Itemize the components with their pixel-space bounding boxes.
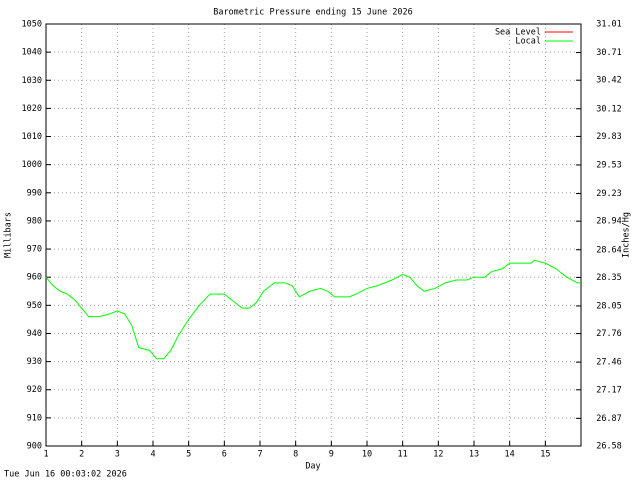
y2-tick-label: 27.46 <box>596 358 622 368</box>
y-tick-label: 1040 <box>22 48 42 58</box>
y2-tick-label: 28.94 <box>596 217 622 227</box>
x-tick-label: 7 <box>257 450 262 460</box>
y2-tick-label: 27.76 <box>596 329 622 339</box>
legend-label: Sea Level <box>495 28 541 38</box>
y-tick-label: 940 <box>27 329 42 339</box>
y-tick-label: 990 <box>27 188 42 198</box>
x-tick-label: 5 <box>186 450 191 460</box>
series-line <box>45 259 581 360</box>
y-tick-label: 970 <box>27 245 42 255</box>
y-axis-label: Millibars <box>4 212 14 258</box>
x-tick-label: 14 <box>505 450 515 460</box>
y-tick-label: 960 <box>27 273 42 283</box>
y-tick-label: 1030 <box>22 76 42 86</box>
x-tick-label: 8 <box>293 450 298 460</box>
x-tick-label: 3 <box>115 450 120 460</box>
x-tick-label: 11 <box>398 450 408 460</box>
x-tick-label: 15 <box>540 450 550 460</box>
y-tick-label: 1000 <box>22 160 42 170</box>
x-tick-label: 12 <box>433 450 443 460</box>
x-tick-label: 2 <box>79 450 84 460</box>
y2-tick-label: 29.53 <box>596 160 622 170</box>
x-tick-label: 4 <box>150 450 155 460</box>
chart-title: Barometric Pressure ending 15 June 2026 <box>213 8 413 18</box>
y-tick-label: 1010 <box>22 132 42 142</box>
footer-timestamp: Tue Jun 16 00:03:02 2026 <box>4 470 127 480</box>
x-axis-label: Day <box>305 462 320 472</box>
y2-tick-label: 28.05 <box>596 301 622 311</box>
y2-tick-label: 30.42 <box>596 76 622 86</box>
x-tick-label: 13 <box>469 450 479 460</box>
y-tick-label: 900 <box>27 442 42 452</box>
y-tick-label: 950 <box>27 301 42 311</box>
y2-tick-label: 26.87 <box>596 414 622 424</box>
y-tick-label: 920 <box>27 385 42 395</box>
y2-tick-label: 28.35 <box>596 273 622 283</box>
y-tick-label: 1050 <box>22 20 42 30</box>
y2-tick-label: 30.71 <box>596 48 622 58</box>
y-tick-label: 930 <box>27 357 42 367</box>
y2-tick-label: 31.01 <box>596 20 622 30</box>
plot-border <box>45 23 582 447</box>
y2-tick-label: 26.58 <box>596 442 622 452</box>
y-tick-label: 980 <box>27 216 42 226</box>
x-tick-label: 6 <box>222 450 227 460</box>
x-tick-label: 1 <box>43 450 48 460</box>
y2-tick-label: 29.83 <box>596 132 622 142</box>
legend-label: Local <box>515 37 541 47</box>
y2-axis-label: Inches/Hg <box>622 212 632 258</box>
y-tick-label: 1020 <box>22 104 42 114</box>
y2-tick-label: 28.64 <box>596 245 622 255</box>
x-tick-label: 10 <box>362 450 372 460</box>
y2-tick-label: 29.23 <box>596 189 622 199</box>
y2-tick-label: 27.17 <box>596 385 622 395</box>
x-tick-label: 9 <box>329 450 334 460</box>
y-tick-label: 910 <box>27 413 42 423</box>
y2-tick-label: 30.12 <box>596 104 622 114</box>
